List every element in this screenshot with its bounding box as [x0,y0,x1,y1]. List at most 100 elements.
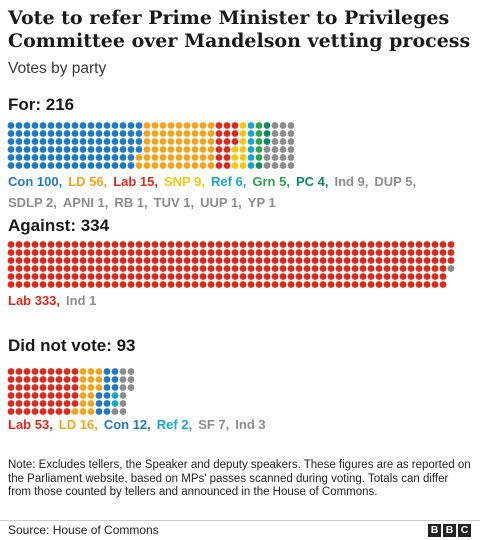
vote-dot-against-lab [399,249,407,256]
vote-dot-against-lab [247,265,255,272]
vote-dot-for-con [127,146,135,153]
vote-dot-didnotvote-ld [79,392,87,399]
vote-dot-didnotvote-lab [23,368,31,375]
legend-item-sf: SF 7, [198,417,230,432]
vote-dot-for-ld [135,162,143,169]
legend-item-uup: UUP 1, [200,195,242,210]
vote-dot-against-lab [287,241,295,248]
vote-dot-for-ld [199,162,207,169]
vote-dot-for-con [79,146,87,153]
vote-dot-against-lab [63,281,71,288]
vote-dot-against-lab [383,249,391,256]
vote-dot-against-lab [15,249,23,256]
vote-dot-for-con [87,146,95,153]
vote-dot-against-lab [335,281,343,288]
vote-dot-against-lab [79,281,87,288]
vote-dot-for-con [31,130,39,137]
vote-dot-against-lab [231,281,239,288]
vote-dot-against-lab [367,281,375,288]
vote-dot-against-lab [255,241,263,248]
vote-dot-for-ld [167,122,175,129]
vote-dot-against-lab [207,273,215,280]
vote-dot-for-con [95,162,103,169]
vote-dot-didnotvote-ref [111,400,119,407]
vote-dot-for-snp [239,162,247,169]
vote-dot-against-lab [287,257,295,264]
vote-dot-against-lab [431,249,439,256]
vote-dot-against-lab [199,273,207,280]
vote-dot-against-lab [159,257,167,264]
vote-dot-against-lab [247,281,255,288]
vote-dot-against-lab [191,257,199,264]
vote-dot-against-lab [439,273,447,280]
vote-dot-against-lab [247,249,255,256]
vote-dot-for-uup [287,154,295,161]
vote-dot-against-lab [399,241,407,248]
vote-dot-for-con [103,146,111,153]
vote-dot-against-lab [103,241,111,248]
vote-dot-against-lab [87,257,95,264]
vote-dot-against-lab [247,257,255,264]
vote-dot-for-ld [207,146,215,153]
vote-dot-against-lab [215,257,223,264]
vote-dot-against-lab [431,241,439,248]
vote-dot-against-lab [87,241,95,248]
vote-dot-for-rb [287,138,295,145]
vote-dot-against-lab [143,257,151,264]
vote-dot-for-ref [247,130,255,137]
vote-dot-against-lab [79,265,87,272]
vote-dot-against-lab [199,241,207,248]
vote-dot-for-ref [247,146,255,153]
legend-item-ind: Ind 3 [235,417,266,432]
vote-dot-against-lab [151,265,159,272]
vote-dot-for-snp [239,154,247,161]
vote-dot-for-con [119,146,127,153]
group-heading-for: For: 216 [8,95,75,114]
vote-dot-against-lab [223,257,231,264]
vote-dot-against-lab [279,281,287,288]
vote-dot-didnotvote-lab [7,400,15,407]
vote-dot-against-lab [231,273,239,280]
vote-dot-for-con [119,130,127,137]
vote-dot-for-con [7,130,15,137]
vote-dot-against-lab [95,281,103,288]
vote-dot-didnotvote-lab [39,368,47,375]
vote-dot-against-lab [223,241,231,248]
vote-dot-against-lab [175,281,183,288]
vote-dot-against-lab [263,265,271,272]
vote-dot-didnotvote-lab [71,400,79,407]
vote-dot-against-lab [255,249,263,256]
vote-dot-against-lab [223,273,231,280]
vote-dot-for-ld [143,130,151,137]
legend-item-lab: Lab 333, [8,293,61,308]
vote-dot-against-lab [39,249,47,256]
vote-dot-against-lab [167,257,175,264]
vote-dot-didnotvote-sf [119,400,127,407]
vote-dot-against-lab [303,241,311,248]
vote-dot-for-con [7,154,15,161]
vote-dot-against-lab [103,273,111,280]
vote-dot-against-lab [327,273,335,280]
vote-dot-against-lab [383,257,391,264]
vote-dot-for-ld [207,138,215,145]
vote-dot-against-lab [255,257,263,264]
vote-dot-didnotvote-lab [39,376,47,383]
legend-item-tuv: TUV 1, [153,195,195,210]
vote-dot-for-con [111,146,119,153]
vote-dot-against-lab [399,273,407,280]
vote-dot-for-con [111,162,119,169]
vote-dot-against-lab [47,281,55,288]
vote-dot-against-lab [7,281,15,288]
vote-dot-for-ld [159,138,167,145]
vote-dot-against-lab [175,265,183,272]
vote-dot-against-lab [23,249,31,256]
vote-dot-for-con [47,162,55,169]
vote-dot-for-ld [175,138,183,145]
vote-dot-didnotvote-lab [71,368,79,375]
vote-dot-for-con [63,122,71,129]
vote-dot-didnotvote-con [103,408,111,415]
vote-dot-against-lab [111,257,119,264]
vote-dot-against-lab [335,249,343,256]
vote-dot-against-lab [423,265,431,272]
vote-dot-for-con [127,130,135,137]
